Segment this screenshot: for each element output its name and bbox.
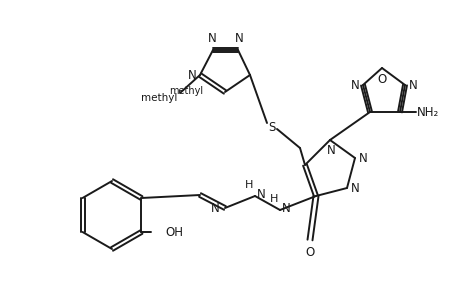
Text: O: O [376, 73, 386, 86]
Text: methyl: methyl [168, 86, 202, 96]
Text: NH₂: NH₂ [416, 106, 438, 118]
Text: N: N [207, 32, 216, 45]
Text: N: N [350, 79, 358, 92]
Text: N: N [281, 202, 290, 214]
Text: OH: OH [165, 226, 183, 238]
Text: O: O [305, 246, 314, 259]
Text: N: N [326, 144, 335, 157]
Text: H: H [269, 194, 277, 204]
Text: N: N [350, 182, 358, 194]
Text: N: N [211, 202, 219, 214]
Text: methyl: methyl [140, 93, 177, 103]
Text: N: N [408, 79, 416, 92]
Text: N: N [358, 152, 367, 164]
Text: S: S [268, 121, 275, 134]
Text: N: N [257, 188, 265, 200]
Text: N: N [187, 68, 196, 82]
Text: N: N [234, 32, 243, 45]
Text: H: H [244, 180, 252, 190]
